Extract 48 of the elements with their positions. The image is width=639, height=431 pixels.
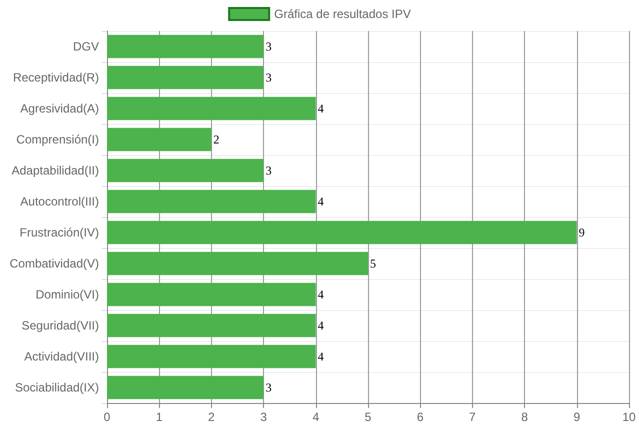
y-tick-label: Frustración(IV) (20, 226, 99, 240)
data-label: 4 (318, 350, 324, 364)
data-label: 4 (318, 288, 324, 302)
data-label: 3 (266, 70, 272, 84)
y-tick-label: Adaptabilidad(II) (12, 164, 99, 178)
x-tick-label: 2 (208, 410, 216, 424)
y-tick-label: Combatividad(V) (10, 256, 99, 270)
x-tick-label: 9 (573, 410, 580, 424)
bar (107, 34, 264, 58)
data-label: 4 (318, 102, 324, 116)
y-tick-label: Receptividad(R) (12, 70, 99, 84)
bar (107, 158, 264, 182)
x-tick-label: 1 (156, 410, 163, 424)
bar (107, 282, 316, 306)
bar (107, 190, 316, 214)
legend-label: Gráfica de resultados IPV (274, 7, 411, 21)
data-label: 4 (318, 194, 324, 208)
y-tick-label: Agresividad(A) (20, 102, 99, 116)
y-tick-label: Comprensión(I) (16, 132, 99, 146)
data-label: 5 (370, 256, 376, 270)
y-tick-label: Autocontrol(III) (20, 194, 99, 208)
y-tick-label: Actividad(VIII) (24, 350, 99, 364)
bar (107, 128, 212, 152)
bar (107, 66, 264, 90)
bar (107, 314, 316, 338)
x-tick-label: 10 (622, 410, 636, 424)
data-label: 4 (318, 318, 324, 332)
y-tick-label: Dominio(VI) (36, 288, 99, 302)
x-tick-label: 4 (312, 410, 320, 424)
data-label: 3 (266, 40, 272, 54)
bar (107, 376, 264, 400)
x-tick-label: 6 (416, 410, 424, 424)
y-tick-label: DGV (72, 40, 99, 54)
bar (107, 344, 316, 368)
y-tick-label: Seguridad(VII) (22, 318, 99, 332)
x-tick-label: 5 (364, 410, 372, 424)
y-tick-label: Sociabilidad(IX) (14, 380, 99, 394)
data-label: 3 (266, 164, 272, 178)
x-tick-label: 0 (104, 410, 111, 424)
data-label: 9 (578, 226, 585, 240)
bar (107, 96, 316, 120)
x-tick-label: 3 (260, 410, 268, 424)
bar (107, 220, 577, 244)
x-tick-label: 7 (469, 410, 476, 424)
data-label: 2 (213, 132, 220, 146)
bar (107, 252, 368, 276)
data-label: 3 (266, 380, 272, 394)
x-tick-label: 8 (521, 410, 528, 424)
